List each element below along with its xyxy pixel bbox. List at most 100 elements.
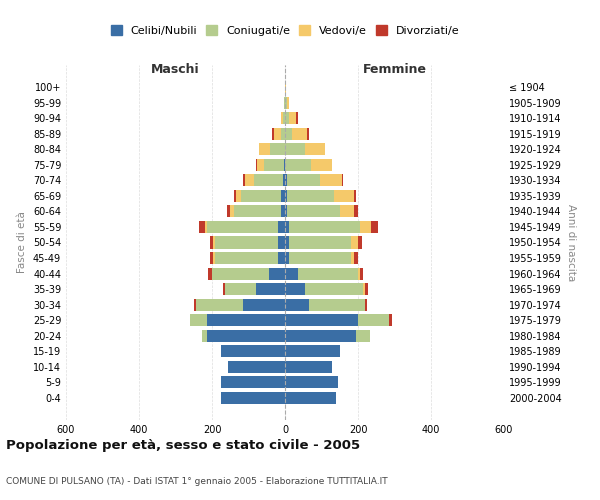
Bar — [285, 190, 287, 202]
Bar — [285, 392, 336, 404]
Bar — [278, 236, 285, 248]
Bar — [213, 236, 215, 248]
Bar — [241, 190, 281, 202]
Bar — [287, 174, 320, 186]
Bar — [202, 330, 206, 342]
Bar — [305, 144, 325, 156]
Bar — [210, 252, 213, 264]
Bar — [215, 236, 278, 248]
Bar — [207, 221, 278, 233]
Bar — [206, 330, 285, 342]
Bar — [287, 190, 334, 202]
Bar — [285, 252, 289, 264]
Text: Femmine: Femmine — [362, 64, 427, 76]
Y-axis label: Anni di nascita: Anni di nascita — [566, 204, 575, 281]
Y-axis label: Fasce di età: Fasce di età — [17, 212, 27, 274]
Bar — [196, 298, 243, 310]
Bar — [287, 206, 340, 218]
Bar — [358, 314, 389, 326]
Bar — [371, 221, 378, 233]
Bar — [190, 314, 206, 326]
Bar — [225, 283, 256, 295]
Bar — [309, 298, 365, 310]
Bar — [285, 206, 287, 218]
Bar — [285, 221, 289, 233]
Bar — [215, 252, 278, 264]
Bar — [236, 190, 241, 202]
Bar — [278, 252, 285, 264]
Bar — [285, 360, 332, 373]
Bar — [283, 112, 285, 124]
Bar — [205, 221, 207, 233]
Bar — [365, 283, 368, 295]
Bar — [364, 283, 365, 295]
Bar — [289, 221, 360, 233]
Bar — [259, 144, 271, 156]
Bar — [256, 159, 257, 171]
Bar — [243, 298, 285, 310]
Bar — [285, 330, 356, 342]
Bar — [285, 298, 309, 310]
Bar — [234, 190, 236, 202]
Bar — [210, 236, 213, 248]
Bar — [245, 174, 254, 186]
Bar — [311, 159, 332, 171]
Bar — [350, 252, 355, 264]
Bar — [264, 159, 284, 171]
Bar — [289, 112, 296, 124]
Bar — [274, 128, 281, 140]
Bar — [281, 112, 283, 124]
Bar — [223, 283, 225, 295]
Bar — [358, 268, 360, 280]
Bar — [284, 96, 285, 109]
Bar — [287, 96, 289, 109]
Text: Popolazione per età, sesso e stato civile - 2005: Popolazione per età, sesso e stato civil… — [6, 440, 360, 452]
Bar — [271, 144, 285, 156]
Bar — [320, 174, 341, 186]
Bar — [334, 190, 355, 202]
Bar — [356, 330, 370, 342]
Bar — [281, 206, 285, 218]
Bar — [284, 159, 285, 171]
Bar — [281, 128, 285, 140]
Bar — [257, 159, 264, 171]
Bar — [350, 236, 358, 248]
Bar — [206, 314, 285, 326]
Bar — [307, 128, 309, 140]
Bar — [305, 283, 364, 295]
Bar — [285, 96, 287, 109]
Bar — [285, 81, 286, 94]
Bar — [194, 298, 196, 310]
Bar — [256, 283, 285, 295]
Bar — [355, 252, 358, 264]
Bar — [360, 221, 371, 233]
Bar — [278, 221, 285, 233]
Bar — [212, 268, 269, 280]
Bar — [355, 190, 356, 202]
Bar — [221, 392, 285, 404]
Bar — [269, 268, 285, 280]
Bar — [285, 376, 338, 388]
Bar — [360, 268, 364, 280]
Bar — [199, 221, 205, 233]
Bar — [358, 236, 362, 248]
Bar — [230, 206, 234, 218]
Bar — [285, 283, 305, 295]
Bar — [213, 252, 215, 264]
Bar — [221, 376, 285, 388]
Bar — [292, 128, 307, 140]
Bar — [229, 360, 285, 373]
Bar — [289, 236, 350, 248]
Bar — [221, 345, 285, 358]
Bar — [234, 206, 281, 218]
Bar — [285, 159, 311, 171]
Bar — [243, 174, 245, 186]
Bar — [285, 345, 340, 358]
Bar — [355, 206, 358, 218]
Bar — [285, 174, 287, 186]
Bar — [340, 206, 355, 218]
Bar — [281, 190, 285, 202]
Bar — [285, 144, 305, 156]
Bar — [289, 252, 350, 264]
Text: Maschi: Maschi — [151, 64, 200, 76]
